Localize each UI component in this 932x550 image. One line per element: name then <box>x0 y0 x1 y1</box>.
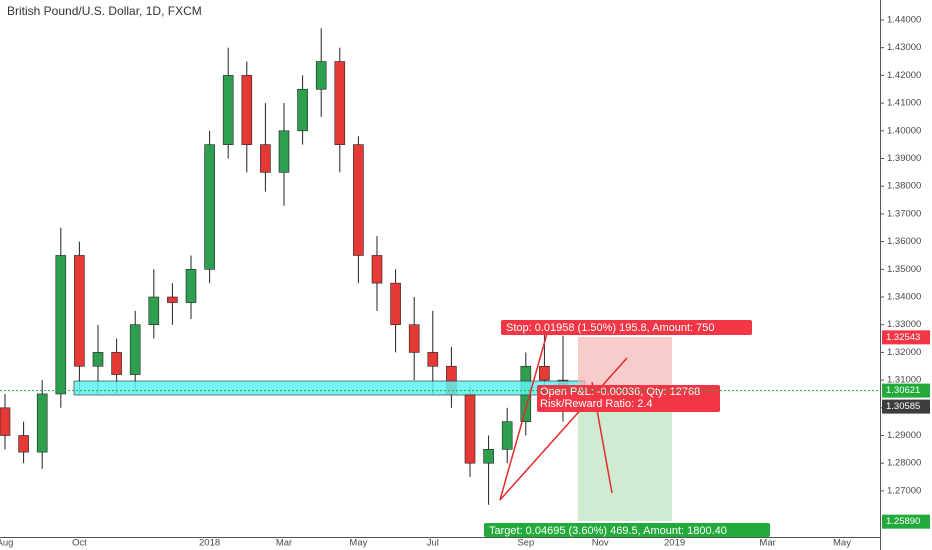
price-label: 1.30585 <box>886 401 920 412</box>
x-tick-label: 2019 <box>664 538 685 549</box>
candle-body <box>18 435 29 453</box>
x-tick-label: Jul <box>427 538 439 549</box>
x-tick-label: Nov <box>592 538 609 549</box>
y-tick-label: 1.39000 <box>887 153 921 164</box>
y-tick-label: 1.43000 <box>887 42 921 53</box>
candle-body <box>483 449 494 464</box>
y-tick-label: 1.41000 <box>887 98 921 109</box>
candle-body <box>408 324 420 353</box>
target-label-box <box>484 523 770 537</box>
price-label-box <box>882 399 930 414</box>
candle-body <box>36 393 48 453</box>
x-tick-label: Oct <box>72 538 87 549</box>
y-tick-label: 1.33000 <box>887 319 921 330</box>
candle-body <box>427 352 439 367</box>
pnl-label-box <box>537 385 720 412</box>
candle-body <box>390 282 401 326</box>
y-tick-label: 1.29000 <box>887 430 921 441</box>
x-tick-label: Aug <box>0 538 13 549</box>
candle-body <box>55 255 67 395</box>
price-label: 1.32543 <box>886 332 920 343</box>
candle-body <box>241 75 253 145</box>
y-tick-label: 1.36000 <box>887 236 921 247</box>
candle-body <box>129 324 141 375</box>
price-label-box <box>882 514 930 529</box>
candle-body <box>334 61 346 145</box>
stop-area <box>578 337 672 391</box>
trend-line <box>499 329 549 501</box>
candle-body <box>353 144 364 256</box>
y-tick-label: 1.38000 <box>887 181 921 192</box>
pnl-label: Open P&L: -0.00036, Qty: 12768 <box>540 386 700 398</box>
candle-body <box>204 144 215 270</box>
candle-body <box>185 269 197 303</box>
stop-label-box <box>501 320 752 335</box>
risk-reward-label: Risk/Reward Ratio: 2.4 <box>540 398 653 410</box>
trend-line <box>499 357 628 501</box>
candle-body <box>464 393 476 464</box>
y-tick-label: 1.44000 <box>887 15 921 26</box>
y-tick-label: 1.32000 <box>887 347 921 358</box>
candle-body <box>74 255 85 367</box>
chart-title: British Pound/U.S. Dollar, 1D, FXCM <box>7 4 202 18</box>
y-tick-label: 1.42000 <box>887 70 921 81</box>
plot-area <box>0 28 587 505</box>
price-label-box <box>882 330 930 345</box>
candle-body <box>371 255 383 284</box>
y-tick-label: 1.37000 <box>887 208 921 219</box>
x-tick-label: May <box>349 538 367 549</box>
y-tick-label: 1.31000 <box>887 375 921 386</box>
x-tick-label: Mar <box>276 538 292 549</box>
support-zone <box>73 380 586 396</box>
y-tick-label: 1.40000 <box>887 125 921 136</box>
candle-body <box>0 407 11 436</box>
candle-body <box>148 296 160 326</box>
stop-label: Stop: 0.01958 (1.50%) 195.8, Amount: 750 <box>506 322 715 334</box>
candle-body <box>278 130 290 173</box>
target-area <box>578 391 672 521</box>
y-axis-bg <box>881 0 932 550</box>
price-label: 1.25890 <box>886 516 920 527</box>
y-tick-label: 1.35000 <box>887 264 921 275</box>
y-tick-label: 1.34000 <box>887 292 921 303</box>
candle-body <box>260 144 271 173</box>
price-label: 1.30621 <box>886 385 920 396</box>
x-tick-label: May <box>833 538 851 549</box>
x-axis-bg <box>0 538 880 550</box>
target-label: Target: 0.04695 (3.60%) 469.5, Amount: 1… <box>489 525 727 537</box>
x-tick-label: Sep <box>517 538 534 549</box>
y-tick-label: 1.28000 <box>887 458 921 469</box>
candle-body <box>501 421 513 450</box>
x-tick-label: Mar <box>759 538 775 549</box>
y-tick-label: 1.27000 <box>887 485 921 496</box>
candle-body <box>222 75 234 145</box>
candle-body <box>539 365 550 381</box>
candle-body <box>111 352 122 375</box>
candle-body <box>297 88 308 132</box>
candle-body <box>167 296 178 303</box>
price-label-box <box>882 383 930 398</box>
x-tick-label: 2018 <box>199 538 220 549</box>
candle-body <box>315 61 327 90</box>
candle-body <box>92 352 104 367</box>
